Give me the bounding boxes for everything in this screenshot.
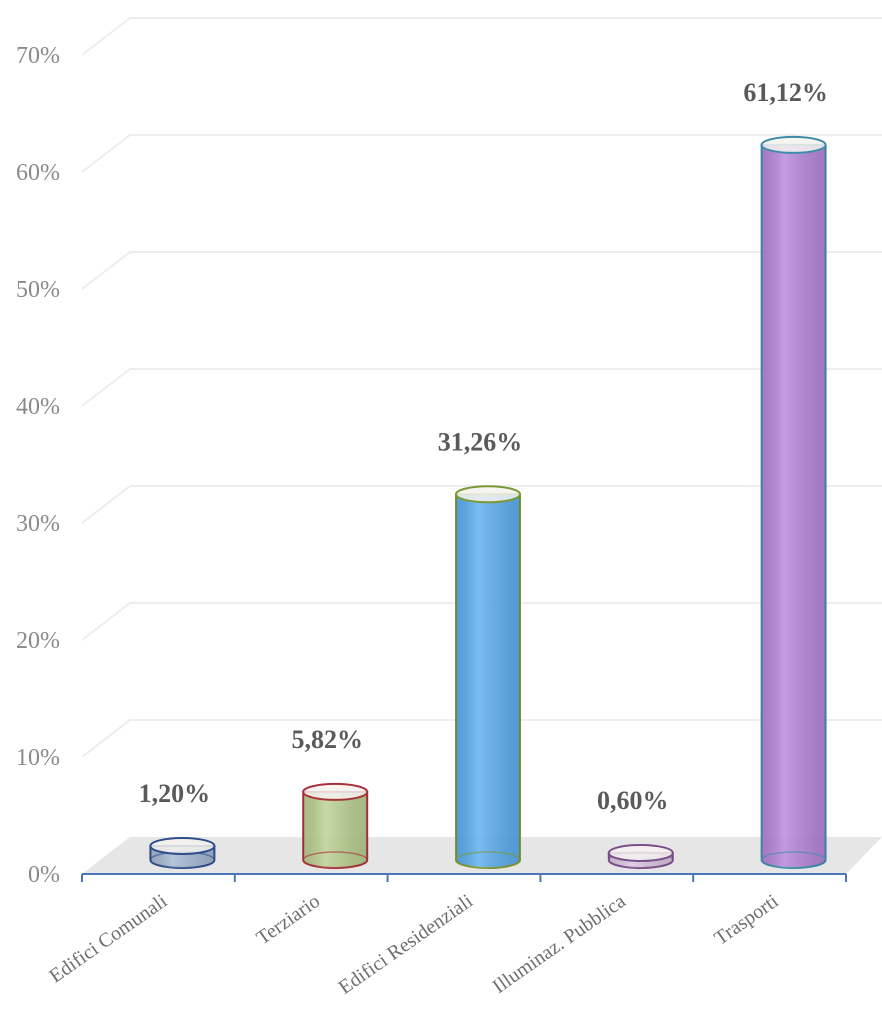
y-tick-label: 40% — [16, 394, 60, 420]
gridline — [81, 485, 882, 524]
bar-base-edge — [455, 851, 521, 861]
y-tick-label: 20% — [16, 628, 60, 654]
x-tick-labels: Edifici Comunali Terziario Edifici Residen… — [45, 890, 782, 999]
bar — [760, 135, 827, 869]
y-tick-label: 60% — [16, 160, 60, 186]
x-tick-label: Edifici Comunali — [45, 890, 171, 988]
bars — [149, 135, 827, 869]
bar-shading — [303, 791, 368, 868]
bar-base-edge — [760, 851, 827, 861]
bar-top-cap — [455, 485, 521, 504]
bar-top-cap — [302, 782, 369, 801]
bar-shading — [761, 144, 826, 868]
data-label: 5,82% — [291, 725, 363, 754]
data-label: 31,26% — [438, 427, 523, 456]
bar-top-cap — [760, 135, 827, 154]
x-tick-label: Illuminaz. Pubblica — [489, 890, 630, 998]
gridline — [81, 251, 882, 290]
x-axis — [81, 873, 847, 882]
bar-top-cap — [149, 836, 216, 855]
data-labels: 1,20% 5,82% 31,26% 0,60% 61,12% — [139, 78, 828, 815]
gridline — [81, 17, 882, 56]
y-tick-label: 30% — [16, 511, 60, 537]
gridline — [81, 602, 882, 641]
bar-top-cap — [607, 843, 674, 862]
bar — [302, 782, 369, 869]
gridlines — [81, 17, 882, 758]
y-tick-label: 70% — [16, 43, 60, 69]
data-label: 61,12% — [743, 78, 828, 107]
gridline — [81, 719, 882, 758]
y-tick-labels: 0% 10% 20% 30% 40% 50% 60% 70% — [16, 43, 60, 888]
bar — [607, 843, 674, 869]
y-tick-label: 10% — [16, 745, 60, 771]
bar-base-edge — [302, 851, 368, 861]
x-tick-label: Edifici Residenziali — [335, 890, 478, 999]
bar — [455, 485, 521, 869]
y-tick-label: 50% — [16, 277, 60, 303]
bar — [149, 836, 216, 869]
x-tick-label: Trasporti — [710, 890, 782, 950]
bar-shading — [456, 494, 520, 868]
data-label: 0,60% — [597, 786, 669, 815]
gridline — [81, 368, 882, 407]
data-label: 1,20% — [139, 779, 211, 808]
y-tick-label: 0% — [28, 862, 60, 888]
gridline — [81, 134, 882, 173]
x-tick-label: Terziario — [253, 890, 325, 949]
